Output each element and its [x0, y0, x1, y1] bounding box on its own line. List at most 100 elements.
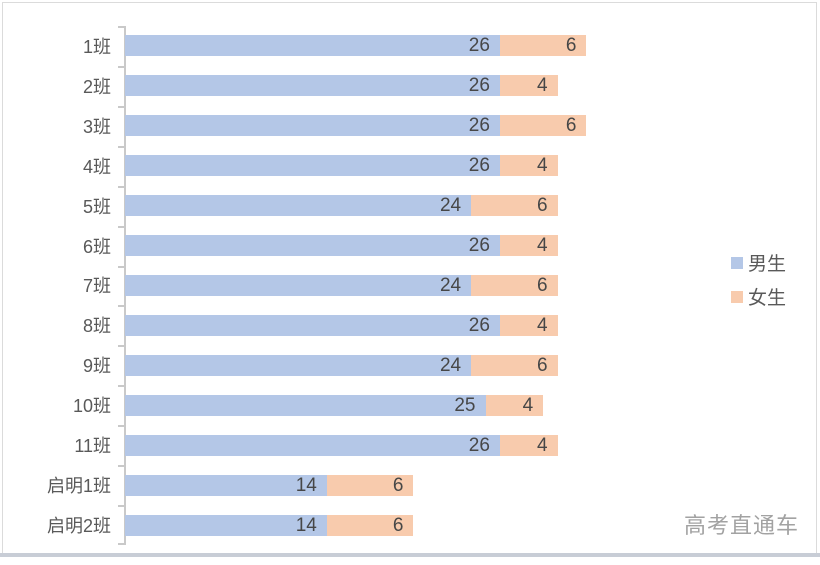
- value-label: 6: [537, 195, 548, 217]
- bar-track: 24 6: [124, 354, 703, 376]
- bar-row: 5班 24 6: [3, 186, 703, 226]
- female-bar-segment: 4: [499, 155, 558, 177]
- legend-label: 男生: [748, 254, 787, 275]
- category-label: 3班: [82, 116, 111, 137]
- axis-tick: [118, 105, 124, 108]
- value-label: 14: [295, 474, 317, 496]
- bar-row: 6班 26 4: [3, 226, 703, 266]
- bar-row: 9班 24 6: [3, 345, 703, 385]
- female-bar-segment: 4: [499, 434, 558, 456]
- value-label: 14: [295, 514, 317, 536]
- value-label: 4: [522, 394, 534, 416]
- category-label: 5班: [82, 196, 111, 217]
- axis-tick: [118, 185, 124, 188]
- axis-tick: [118, 465, 124, 468]
- value-label: 4: [537, 434, 548, 456]
- category-label: 2班: [82, 76, 111, 97]
- female-bar-segment: 4: [485, 394, 544, 416]
- male-bar-segment: 26: [125, 155, 500, 177]
- male-bar-segment: 26: [125, 314, 500, 336]
- value-label: 4: [537, 235, 548, 257]
- chart-card: 1班 26 6 2班 26 4 3班 26 6 4班 26 4 5班 24 6 6班 26 4 7班 24 6 8班 26 4…: [2, 2, 817, 555]
- value-label: 6: [565, 35, 577, 57]
- female-bar-segment: 6: [499, 115, 587, 137]
- value-label: 4: [537, 314, 548, 336]
- bar-row: 3班 26 6: [3, 106, 703, 146]
- watermark: 高考直通车: [684, 513, 800, 538]
- bar-row: 2班 26 4: [3, 66, 703, 106]
- axis-tick: [118, 345, 124, 348]
- category-label: 启明2班: [46, 516, 111, 537]
- value-label: 24: [439, 195, 462, 217]
- axis-tick: [118, 305, 124, 308]
- bar-track: 14 6: [124, 474, 703, 496]
- axis-tick: [118, 65, 124, 68]
- bar-track: 26 4: [124, 235, 703, 257]
- value-label: 26: [468, 434, 490, 456]
- bar-track: 26 6: [124, 35, 703, 57]
- value-label: 24: [439, 354, 462, 376]
- bar-row: 启明2班 14 6: [3, 505, 703, 545]
- axis-tick: [118, 425, 124, 428]
- value-label: 6: [392, 514, 404, 536]
- female-bar-segment: 6: [471, 274, 558, 296]
- male-bar-segment: 14: [125, 514, 327, 536]
- male-bar-segment: 26: [125, 235, 500, 257]
- bottom-edge: [0, 553, 820, 557]
- female-bar-segment: 6: [471, 195, 558, 217]
- value-label: 26: [468, 35, 490, 57]
- bar-track: 26 4: [124, 155, 703, 177]
- axis-tick: [118, 265, 124, 268]
- bar-track: 14 6: [124, 514, 703, 536]
- value-label: 4: [537, 155, 548, 177]
- bar-track: 24 6: [124, 274, 703, 296]
- female-bar-segment: 6: [326, 514, 414, 536]
- axis-tick: [118, 26, 124, 28]
- male-bar-segment: 26: [125, 75, 500, 97]
- category-label: 11班: [74, 436, 111, 457]
- category-label: 6班: [82, 236, 111, 257]
- bar-track: 26 6: [124, 115, 703, 137]
- value-label: 25: [454, 394, 476, 416]
- male-bar-segment: 26: [125, 434, 500, 456]
- category-label: 启明1班: [46, 476, 111, 497]
- value-label: 6: [565, 115, 577, 137]
- category-label: 9班: [82, 356, 111, 377]
- category-label: 1班: [82, 36, 111, 57]
- axis-tick: [118, 225, 124, 228]
- axis-tick: [118, 543, 124, 545]
- value-label: 26: [468, 155, 490, 177]
- female-bar-segment: 6: [499, 35, 587, 57]
- legend-item-male: 男生: [731, 252, 787, 275]
- category-label: 4班: [82, 156, 111, 177]
- female-bar-segment: 6: [471, 354, 558, 376]
- bar-row: 启明1班 14 6: [3, 465, 703, 505]
- male-bar-segment: 25: [125, 394, 486, 416]
- male-bar-segment: 24: [125, 274, 472, 296]
- male-bar-segment: 26: [125, 35, 500, 57]
- bar-row: 4班 26 4: [3, 146, 703, 186]
- value-label: 26: [468, 75, 490, 97]
- female-bar-segment: 4: [499, 314, 558, 336]
- bar-row: 1班 26 6: [3, 26, 703, 66]
- bar-track: 26 4: [124, 434, 703, 456]
- value-label: 6: [537, 354, 548, 376]
- value-label: 6: [537, 274, 548, 296]
- female-bar-segment: 6: [326, 474, 414, 496]
- legend-swatch: [731, 290, 743, 303]
- axis-tick: [118, 145, 124, 148]
- legend-label: 女生: [748, 288, 787, 309]
- legend: 男生 女生: [731, 252, 787, 309]
- axis-tick: [118, 505, 124, 508]
- bar-track: 26 4: [124, 314, 703, 336]
- female-bar-segment: 4: [499, 75, 558, 97]
- bar-track: 26 4: [124, 75, 703, 97]
- category-label: 10班: [72, 396, 111, 417]
- value-label: 4: [537, 75, 548, 97]
- female-bar-segment: 4: [499, 235, 558, 257]
- category-label: 8班: [82, 316, 111, 337]
- legend-swatch: [731, 256, 743, 269]
- male-bar-segment: 26: [125, 115, 500, 137]
- bar-row: 7班 24 6: [3, 266, 703, 306]
- legend-item-female: 女生: [731, 286, 787, 309]
